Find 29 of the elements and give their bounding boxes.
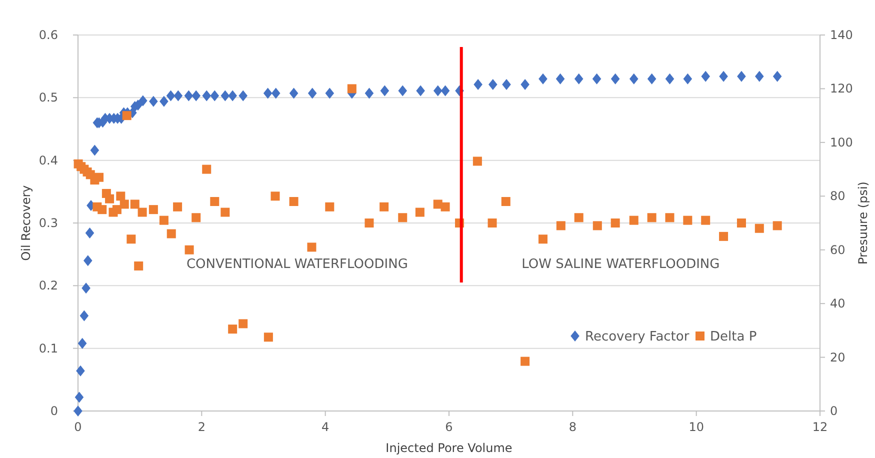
y2-tick-label: 0 [830,404,838,418]
annotation: LOW SALINE WATERFLOODING [522,257,720,272]
x-tick-label: 2 [198,420,206,434]
y2-tick-label: 80 [830,189,846,204]
x-axis-title: Injected Pore Volume [386,441,512,455]
x-tick-label: 12 [812,420,828,434]
y-tick-label: 0 [50,404,58,418]
y-tick-label: 0.6 [38,28,58,42]
y-tick-label: 0.1 [38,341,58,356]
legend-label: Delta P [710,330,757,344]
x-tick-label: 4 [322,420,330,434]
y-tick-label: 0.2 [38,278,58,293]
y2-tick-label: 140 [830,28,853,42]
y-axis-title: Oil Recovery [19,185,33,261]
y2-tick-label: 100 [830,135,853,150]
y2-tick-label: 20 [830,350,846,364]
y2-axis-title: Presuure (psi) [856,182,870,264]
annotation: CONVENTIONAL WATERFLOODING [186,257,408,272]
x-tick-label: 0 [74,420,82,434]
y2-tick-label: 60 [830,242,846,257]
y2-tick-label: 120 [830,82,853,96]
legend-label: Recovery Factor [585,330,690,344]
y-tick-label: 0.5 [38,90,58,105]
y2-tick-label: 40 [830,296,846,311]
y-tick-label: 0.3 [38,216,58,230]
y-tick-label: 0.4 [38,153,58,168]
x-tick-label: 8 [568,420,576,434]
x-tick-label: 6 [445,420,453,434]
x-tick-label: 10 [688,420,704,434]
